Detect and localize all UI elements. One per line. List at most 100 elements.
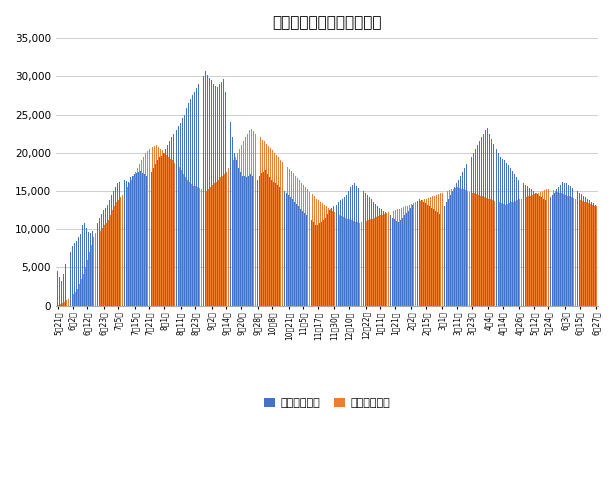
Bar [486, 198, 487, 306]
Bar [430, 197, 431, 306]
Bar [295, 176, 296, 306]
Bar [396, 221, 397, 306]
Bar [130, 177, 131, 306]
Bar [142, 173, 144, 306]
Bar [512, 171, 513, 306]
Bar [211, 80, 212, 306]
Bar [121, 180, 123, 306]
Bar [239, 149, 240, 306]
Bar [465, 190, 466, 306]
Bar [84, 223, 85, 306]
Bar [139, 164, 140, 306]
Bar [162, 150, 163, 306]
Bar [391, 212, 392, 306]
Bar [224, 174, 225, 306]
Bar [267, 174, 268, 306]
Bar [136, 173, 137, 306]
Bar [307, 190, 309, 306]
Bar [251, 129, 252, 306]
Bar [276, 155, 277, 306]
Bar [280, 160, 282, 306]
Bar [378, 216, 379, 306]
Bar [113, 191, 114, 306]
Bar [168, 156, 169, 306]
Bar [594, 205, 595, 306]
Bar [301, 183, 302, 306]
Bar [405, 206, 406, 306]
Bar [302, 211, 303, 306]
Bar [482, 197, 483, 306]
Bar [81, 279, 82, 306]
Bar [94, 228, 95, 306]
Bar [180, 170, 182, 306]
Bar [277, 185, 278, 306]
Bar [330, 209, 331, 306]
Bar [573, 198, 574, 306]
Bar [92, 231, 94, 306]
Bar [57, 271, 58, 306]
Bar [517, 200, 518, 306]
Bar [288, 195, 289, 306]
Bar [421, 200, 422, 306]
Bar [386, 213, 387, 306]
Bar [564, 183, 565, 306]
Bar [392, 211, 394, 306]
Bar [293, 173, 294, 306]
Bar [566, 183, 567, 306]
Bar [479, 141, 480, 306]
Bar [246, 177, 247, 306]
Bar [487, 128, 488, 306]
Bar [172, 160, 173, 306]
Bar [170, 159, 171, 306]
Bar [380, 215, 381, 306]
Bar [567, 196, 568, 306]
Bar [565, 195, 566, 306]
Bar [401, 208, 402, 306]
Bar [454, 187, 455, 306]
Bar [79, 284, 80, 306]
Bar [161, 156, 162, 306]
Bar [398, 222, 399, 306]
Bar [549, 197, 551, 306]
Bar [257, 136, 259, 306]
Bar [406, 213, 407, 306]
Bar [447, 191, 448, 306]
Bar [533, 191, 534, 306]
Bar [382, 215, 383, 306]
Bar [477, 145, 478, 306]
Bar [304, 213, 306, 306]
Bar [97, 234, 99, 306]
Bar [436, 195, 437, 306]
Bar [373, 201, 374, 306]
Bar [439, 214, 440, 306]
Bar [426, 198, 427, 306]
Bar [88, 232, 89, 306]
Bar [422, 200, 423, 306]
Bar [184, 114, 185, 306]
Bar [402, 218, 403, 306]
Bar [485, 130, 486, 306]
Bar [60, 304, 61, 306]
Bar [556, 190, 557, 306]
Bar [219, 84, 220, 306]
Bar [333, 206, 334, 306]
Bar [214, 183, 215, 306]
Bar [314, 197, 315, 306]
Bar [193, 186, 194, 306]
Bar [303, 185, 304, 306]
Bar [357, 222, 359, 306]
Bar [493, 144, 495, 306]
Bar [450, 195, 451, 306]
Bar [110, 215, 111, 306]
Bar [134, 174, 135, 306]
Bar [101, 214, 102, 306]
Bar [559, 193, 560, 306]
Bar [221, 82, 222, 306]
Bar [575, 198, 577, 306]
Bar [169, 141, 170, 306]
Bar [353, 221, 354, 306]
Bar [62, 303, 63, 306]
Bar [387, 214, 389, 306]
Bar [463, 190, 464, 306]
Bar [109, 200, 110, 306]
